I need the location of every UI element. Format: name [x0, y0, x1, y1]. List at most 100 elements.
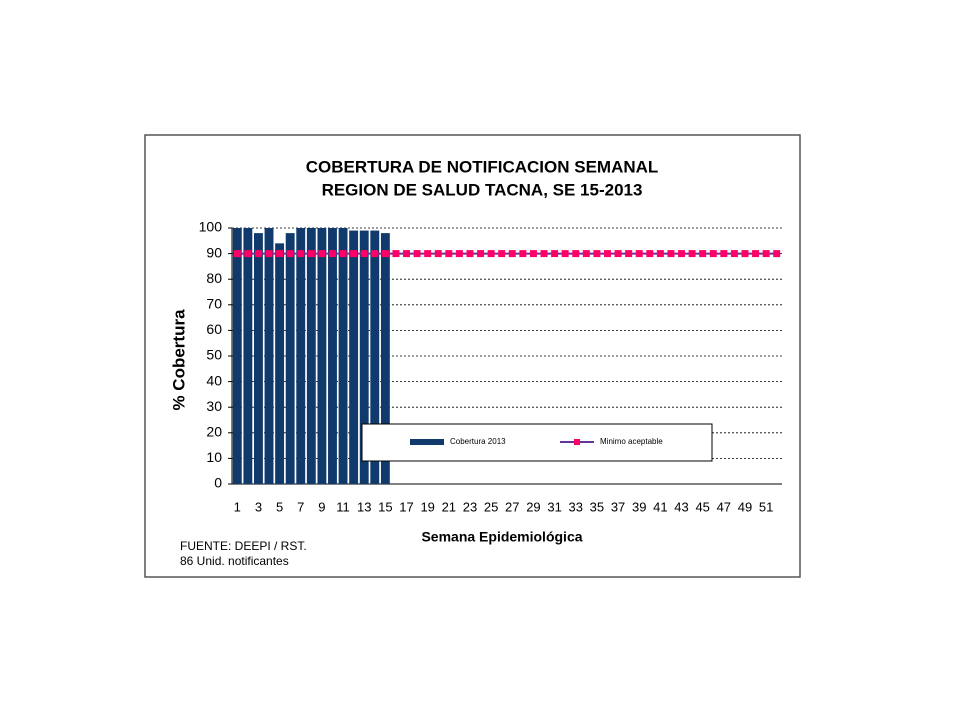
bar: [370, 230, 380, 484]
y-tick-label: 50: [206, 347, 222, 363]
x-tick-label: 5: [276, 499, 283, 514]
line-marker: [699, 250, 707, 258]
bar: [380, 233, 390, 484]
x-tick-label: 11: [336, 499, 350, 514]
bar: [232, 228, 242, 484]
bar: [243, 228, 253, 484]
line-marker: [487, 250, 495, 258]
line-marker: [603, 250, 611, 258]
line-marker: [635, 250, 643, 258]
line-marker: [730, 250, 738, 258]
line-marker: [424, 250, 432, 258]
source-note: FUENTE: DEEPI / RST.: [180, 539, 307, 553]
line-marker: [625, 250, 633, 258]
y-tick-label: 10: [206, 449, 222, 465]
line-marker: [254, 250, 262, 258]
x-tick-label: 39: [632, 499, 646, 514]
legend-swatch: [410, 439, 444, 445]
y-tick-label: 0: [214, 475, 222, 491]
line-marker: [403, 250, 411, 258]
x-tick-label: 35: [590, 499, 604, 514]
y-tick-label: 60: [206, 321, 222, 337]
x-tick-label: 19: [420, 499, 434, 514]
x-tick-label: 23: [463, 499, 477, 514]
line-marker: [551, 250, 559, 258]
line-marker: [667, 250, 675, 258]
line-marker: [360, 250, 368, 258]
y-tick-label: 100: [199, 219, 223, 235]
legend-label: Minimo aceptable: [600, 437, 663, 446]
line-marker: [350, 250, 358, 258]
line-marker: [614, 250, 622, 258]
x-tick-label: 47: [717, 499, 731, 514]
line-marker: [572, 250, 580, 258]
line-marker: [477, 250, 485, 258]
line-marker: [392, 250, 400, 258]
line-marker: [709, 250, 717, 258]
bar: [328, 228, 337, 484]
bar: [275, 243, 285, 484]
x-tick-label: 13: [357, 499, 371, 514]
bar: [317, 228, 327, 484]
line-marker: [646, 250, 654, 258]
line-marker: [434, 250, 442, 258]
line-marker: [244, 250, 252, 258]
x-tick-label: 7: [297, 499, 304, 514]
line-marker: [688, 250, 696, 258]
y-tick-label: 90: [206, 244, 222, 260]
x-tick-label: 49: [738, 499, 752, 514]
line-marker: [339, 250, 347, 258]
line-marker: [233, 250, 241, 258]
line-marker: [445, 250, 453, 258]
y-tick-label: 70: [206, 296, 222, 312]
line-marker: [582, 250, 590, 258]
x-tick-label: 51: [759, 499, 773, 514]
x-tick-label: 31: [547, 499, 561, 514]
bar: [338, 228, 348, 484]
x-tick-label: 9: [318, 499, 325, 514]
line-marker: [371, 250, 379, 258]
y-tick-label: 40: [206, 372, 222, 388]
x-tick-label: 3: [255, 499, 262, 514]
line-marker: [498, 250, 506, 258]
x-tick-label: 1: [234, 499, 241, 514]
y-axis-label: % Cobertura: [169, 309, 188, 411]
x-tick-label: 17: [399, 499, 413, 514]
line-marker: [413, 250, 421, 258]
line-marker: [656, 250, 664, 258]
line-marker: [741, 250, 749, 258]
line-marker: [678, 250, 686, 258]
x-axis-label: Semana Epidemiológica: [421, 529, 582, 545]
line-marker: [720, 250, 728, 258]
line-marker: [508, 250, 516, 258]
line-marker: [593, 250, 601, 258]
chart-title: COBERTURA DE NOTIFICACION SEMANAL: [306, 157, 659, 176]
x-tick-label: 45: [695, 499, 709, 514]
line-marker: [455, 250, 463, 258]
y-tick-label: 20: [206, 424, 222, 440]
x-tick-label: 43: [674, 499, 688, 514]
line-marker: [561, 250, 569, 258]
line-marker: [466, 250, 474, 258]
bar: [349, 230, 359, 484]
bar: [264, 228, 274, 484]
line-marker: [265, 250, 273, 258]
y-tick-label: 30: [206, 398, 222, 414]
bar: [296, 228, 306, 484]
x-tick-label: 41: [653, 499, 667, 514]
line-marker: [519, 250, 527, 258]
bar: [306, 228, 316, 484]
x-tick-label: 15: [378, 499, 392, 514]
x-tick-label: 37: [611, 499, 625, 514]
line-marker: [540, 250, 548, 258]
x-tick-label: 29: [526, 499, 540, 514]
line-marker: [328, 250, 336, 258]
line-marker: [381, 250, 389, 258]
bar: [359, 230, 369, 484]
legend-label: Cobertura 2013: [450, 437, 506, 446]
line-marker: [318, 250, 326, 258]
line-marker: [276, 250, 284, 258]
line-marker: [297, 250, 305, 258]
y-tick-label: 80: [206, 270, 222, 286]
